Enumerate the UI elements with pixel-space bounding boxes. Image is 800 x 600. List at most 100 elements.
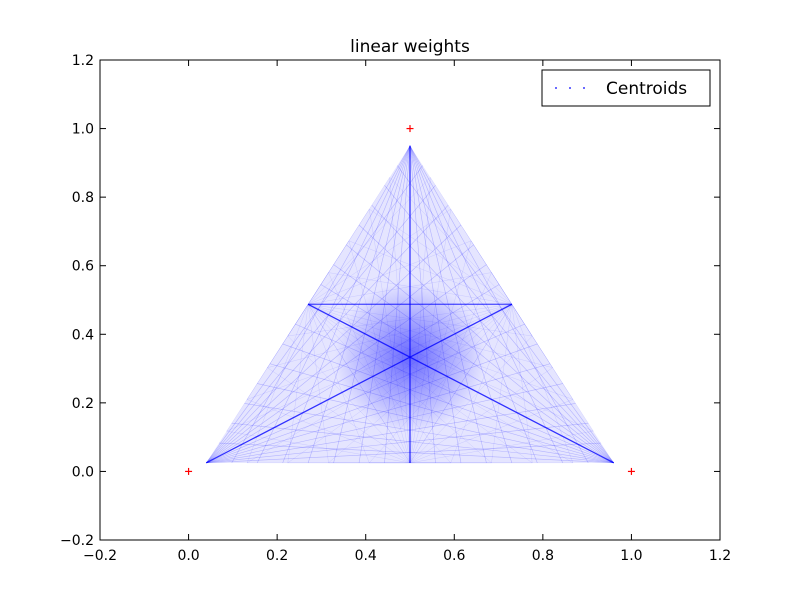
centroid-line <box>409 399 574 464</box>
centroid-line <box>307 303 615 464</box>
x-tick-label: 0.0 <box>177 548 199 564</box>
centroid-line <box>307 272 329 305</box>
centroid-line <box>246 304 512 400</box>
centroid-line <box>307 304 533 464</box>
centroid-line <box>267 304 512 368</box>
centroid-line <box>307 240 350 305</box>
centroid-line <box>409 209 451 463</box>
centroid-line <box>328 272 411 463</box>
centroid-line <box>206 323 525 464</box>
chart-title: linear weights <box>350 37 470 57</box>
centroid-line <box>511 304 553 368</box>
centroid-line <box>450 209 513 305</box>
centroid-line <box>308 208 451 305</box>
centroid-line <box>409 304 513 463</box>
centroid-line <box>430 177 513 305</box>
centroid-line <box>246 399 411 464</box>
legend-dot <box>555 87 557 89</box>
centroid-line <box>244 403 614 464</box>
x-tick-label: 0.6 <box>443 548 465 564</box>
centroid-line <box>308 304 533 337</box>
centroid-line <box>206 284 500 464</box>
centroid-line <box>409 240 472 463</box>
centroid-line <box>511 304 594 432</box>
centroid-line <box>358 224 614 464</box>
centroid-line <box>246 304 309 400</box>
centroid-line <box>346 244 614 464</box>
centroid-line <box>409 430 594 464</box>
centroid-line <box>206 422 589 464</box>
centroid-line <box>206 264 487 464</box>
centroid-line <box>206 165 423 464</box>
centroid-line <box>267 367 411 464</box>
centroid-line <box>246 304 512 464</box>
centroid-line <box>491 272 513 305</box>
centroid-line <box>389 177 513 305</box>
centroid-line <box>308 240 472 305</box>
y-tick-label: 1.2 <box>72 53 94 69</box>
centroid-line <box>287 304 512 337</box>
centroid-line <box>226 304 512 432</box>
centroid-line <box>491 304 513 463</box>
x-tick-label: 0.2 <box>266 548 288 564</box>
legend-marker-centroids <box>555 87 585 89</box>
centroid-line <box>287 304 309 463</box>
centroid-line <box>389 177 411 463</box>
legend-dot <box>583 87 585 89</box>
y-tick-label: 0.0 <box>72 464 94 480</box>
centroid-line <box>470 240 513 305</box>
centroid-line <box>328 272 512 305</box>
centroid-line <box>409 304 513 463</box>
centroid-line <box>205 303 513 464</box>
centroid-line <box>246 304 309 463</box>
centroid-line <box>307 304 370 463</box>
centroid-line <box>409 272 492 463</box>
centroid-line <box>371 204 614 464</box>
centroid-line <box>226 304 309 432</box>
centroid-line <box>295 323 614 464</box>
centroid-line <box>206 185 436 464</box>
axes-frame <box>99 59 721 541</box>
centroid-line <box>328 304 513 464</box>
centroid-line <box>369 208 512 305</box>
centroid-line <box>206 244 474 464</box>
centroid-line <box>257 383 614 464</box>
centroid-line <box>206 343 538 464</box>
centroid-line <box>397 165 614 464</box>
centroid-line <box>282 343 614 464</box>
centroid-line <box>206 363 551 464</box>
vertex-marker <box>406 125 414 133</box>
centroid-line <box>206 204 449 464</box>
centroid-line <box>369 304 513 464</box>
centroid-line <box>369 209 411 463</box>
centroid-line <box>287 335 411 464</box>
centroid-line <box>409 367 553 464</box>
centroid-line <box>307 304 411 463</box>
y-tick-label: −0.2 <box>60 533 94 549</box>
centroid-line <box>206 383 563 464</box>
y-tick-label: 1.0 <box>72 122 94 138</box>
centroid-line <box>287 304 309 337</box>
vertex-marker <box>185 467 193 475</box>
centroid-line <box>511 304 533 463</box>
x-tick-label: 1.0 <box>620 548 642 564</box>
vertex-markers <box>185 125 635 475</box>
centroid-line <box>308 304 594 432</box>
centroid-line <box>219 442 614 464</box>
x-axis: −0.2 0.0 0.2 0.4 0.6 0.8 1.0 1.2 <box>83 60 731 564</box>
y-tick-label: 0.8 <box>72 190 94 206</box>
centroid-line <box>348 240 512 305</box>
y-tick-label: 0.2 <box>72 396 94 412</box>
x-tick-label: −0.2 <box>83 548 117 564</box>
centroid-line <box>307 304 492 464</box>
centroid-line <box>206 403 576 464</box>
x-tick-label: 0.8 <box>532 548 554 564</box>
centroid-line <box>511 304 533 337</box>
centroid-line <box>307 177 390 305</box>
centroid-line <box>308 304 574 400</box>
centroid-line <box>308 272 492 305</box>
centroid-line <box>307 304 411 463</box>
centroid-line <box>308 304 553 368</box>
centroid-line <box>384 185 614 464</box>
